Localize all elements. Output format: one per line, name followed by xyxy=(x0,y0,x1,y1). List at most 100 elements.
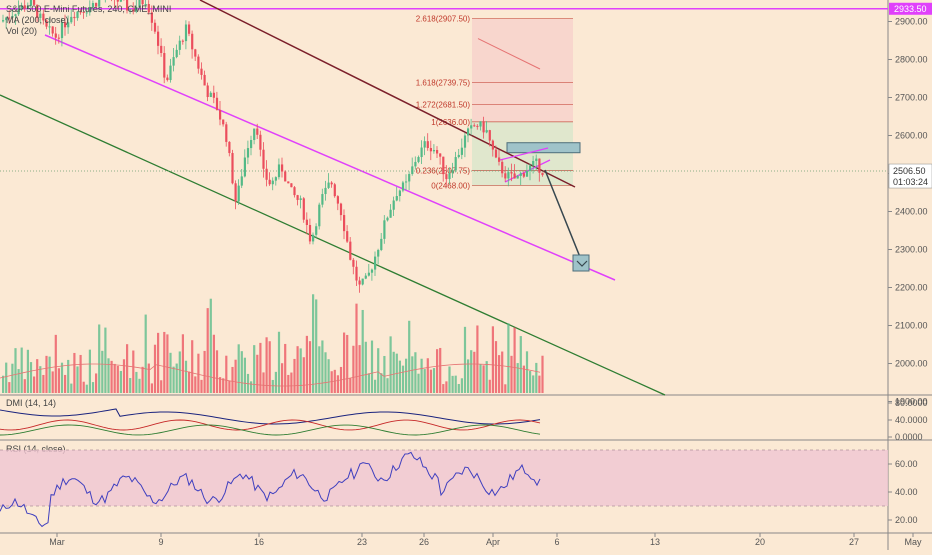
volume-bar xyxy=(417,373,420,393)
volume-bar xyxy=(302,357,305,393)
y-axis-tick-label: 2000.00 xyxy=(895,359,928,369)
volume-bar xyxy=(138,378,141,393)
volume-bar xyxy=(144,314,147,393)
candle-body xyxy=(212,92,215,98)
volume-bar xyxy=(85,384,88,393)
volume-bar xyxy=(405,358,408,393)
candle-body xyxy=(200,68,203,75)
volume-bar xyxy=(467,359,470,393)
candle-body xyxy=(504,173,507,179)
volume-bar xyxy=(212,334,215,393)
volume-bar xyxy=(380,373,383,393)
candle-body xyxy=(535,158,538,161)
candle-body xyxy=(135,7,138,12)
volume-bar xyxy=(423,369,426,393)
volume-bar xyxy=(315,299,318,393)
candle-body xyxy=(445,174,448,180)
volume-ma-line xyxy=(0,363,541,387)
volume-bar xyxy=(181,334,184,393)
candle-body xyxy=(522,173,525,177)
candle-body xyxy=(287,181,290,184)
candle-body xyxy=(17,9,20,15)
volume-bar xyxy=(147,363,150,393)
candle-body xyxy=(54,33,57,38)
candle-body xyxy=(144,4,147,6)
volume-bar xyxy=(91,382,95,393)
x-axis-tick-label: Apr xyxy=(486,537,500,547)
volume-bar xyxy=(482,365,485,393)
volume-bar xyxy=(2,375,5,393)
y-axis-tick-label: 1900.00 xyxy=(895,397,928,407)
volume-bar xyxy=(237,344,240,393)
volume-bar xyxy=(426,358,429,393)
candle-body xyxy=(491,140,494,150)
candle-body xyxy=(346,231,349,242)
candle-body xyxy=(473,125,476,127)
volume-bar xyxy=(98,324,101,393)
y-axis-tick-label: 2300.00 xyxy=(895,245,928,255)
candle-body xyxy=(76,11,79,19)
candle-body xyxy=(119,0,122,2)
candle-body xyxy=(510,172,513,174)
rsi-line xyxy=(0,451,541,528)
volume-bar xyxy=(14,348,17,393)
candle-body xyxy=(343,215,346,232)
candle-body xyxy=(411,166,414,175)
candle-body xyxy=(284,171,287,182)
y-axis-tick-label: 2100.00 xyxy=(895,321,928,331)
candle-body xyxy=(457,154,460,158)
di-plus-line xyxy=(0,424,541,436)
candle-body xyxy=(39,13,42,18)
candle-body xyxy=(355,266,358,281)
volume-bar xyxy=(113,363,116,393)
x-axis-tick-label: 26 xyxy=(419,537,429,547)
volume-bar xyxy=(17,369,20,393)
candle-body xyxy=(271,180,274,185)
volume-bar xyxy=(95,373,98,393)
volume-bar xyxy=(203,350,206,393)
volume-bar xyxy=(256,354,259,393)
volume-bar xyxy=(33,376,36,393)
candle-body xyxy=(20,5,23,10)
volume-bar xyxy=(535,362,538,393)
candle-body xyxy=(339,203,343,216)
volume-bar xyxy=(485,361,488,393)
projection-target-box xyxy=(572,254,590,272)
volume-bar xyxy=(160,380,163,393)
candle-body xyxy=(442,156,445,175)
candle-body xyxy=(181,40,184,42)
x-axis-tick-label: 27 xyxy=(849,537,859,547)
volume-bar xyxy=(473,351,476,393)
candle-body xyxy=(463,135,467,148)
candle-body xyxy=(64,22,67,28)
candle-body xyxy=(203,74,206,86)
candle-body xyxy=(451,170,454,174)
candle-body xyxy=(318,204,321,227)
volume-bar xyxy=(64,374,67,393)
volume-bar xyxy=(411,356,414,393)
candle-body xyxy=(138,0,141,8)
volume-bar xyxy=(188,371,191,393)
y-axis-tick-label: 2400.00 xyxy=(895,207,928,217)
candle-body xyxy=(253,128,256,141)
volume-bar xyxy=(454,375,457,393)
fib-level-label: 0(2468.00) xyxy=(431,182,470,191)
volume-bar xyxy=(274,371,277,393)
last-price-tag xyxy=(888,163,932,189)
fib-level-label: 2.618(2907.50) xyxy=(416,15,471,24)
volume-bar xyxy=(265,337,268,393)
fib-level-label: 1.272(2681.50) xyxy=(416,101,471,110)
candle-body xyxy=(479,121,482,127)
volume-bar xyxy=(51,371,54,393)
volume-bar xyxy=(429,369,432,393)
candle-body xyxy=(312,234,315,242)
volume-bar xyxy=(448,366,451,393)
candle-body xyxy=(8,17,11,19)
candle-body xyxy=(147,4,150,13)
candle-body xyxy=(153,22,157,32)
candle-body xyxy=(129,9,132,11)
candle-body xyxy=(321,194,324,205)
candle-body xyxy=(330,182,333,185)
